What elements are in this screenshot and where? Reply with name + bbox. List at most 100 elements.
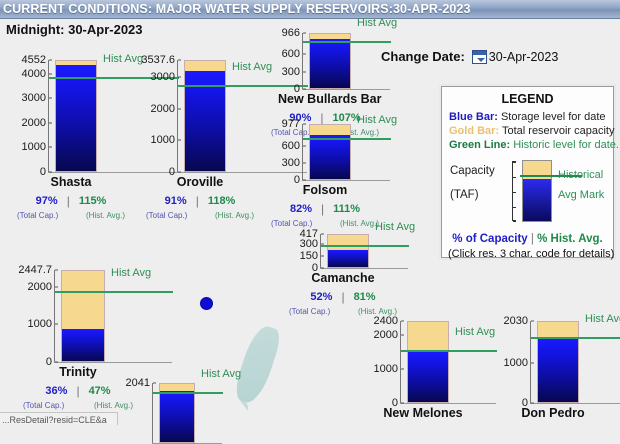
- legend-green-key: Green Line:: [449, 139, 511, 151]
- y-tick-label: 2041: [125, 377, 150, 389]
- legend-mark-label-1: Historical: [558, 169, 604, 181]
- reservoir-chart-new-bullards-bar: 0 300 600 966 Hist Avg New Bullards Bar 90% | 10…: [271, 17, 397, 137]
- y-tick-label: 0: [293, 83, 300, 95]
- storage-bar[interactable]: [408, 351, 448, 402]
- y-tick-label: 150: [299, 249, 318, 262]
- y-tick-label: 0: [168, 166, 175, 178]
- y-tick-mark: [49, 122, 52, 124]
- map-location-marker[interactable]: [200, 297, 213, 310]
- change-date-value[interactable]: 30-Apr-2023: [488, 49, 559, 64]
- x-axis-line: [302, 89, 390, 90]
- y-tick-mark: [321, 243, 324, 245]
- y-tick-label: 0: [391, 397, 398, 409]
- y-tick-mark: [303, 179, 306, 181]
- percentage-row: 90% | 107%: [271, 111, 379, 125]
- y-tick-label: 1000: [150, 134, 175, 147]
- reservoir-name[interactable]: New Bullards Bar: [278, 92, 382, 106]
- y-tick-label: 2000: [21, 116, 46, 129]
- capacity-bar[interactable]: [61, 270, 105, 362]
- storage-bar[interactable]: [62, 328, 104, 361]
- x-axis-line: [54, 362, 172, 363]
- reservoir-chart-folsom: 0 300 600 977 Hist Avg Folsom 82% | 111% (Total C…: [271, 114, 397, 228]
- y-tick-label: 0: [39, 166, 46, 178]
- pct-of-hist-avg: 81%: [353, 291, 376, 303]
- y-tick-label: 600: [281, 139, 300, 152]
- plot-area: 0 1000 2000 3000 3537.6 Hist Avg: [141, 54, 308, 178]
- y-axis-line: [48, 60, 49, 172]
- y-tick-mark: [321, 255, 324, 257]
- reservoir-name[interactable]: Shasta: [50, 175, 92, 189]
- y-tick-mark: [303, 53, 306, 55]
- y-axis: 0 1000 2000 2447.7: [9, 264, 58, 368]
- plot-area: 2041 Hist Avg: [126, 368, 241, 444]
- legend-foot-capacity: % of Capacity: [452, 233, 528, 245]
- reservoir-name[interactable]: Folsom: [302, 183, 348, 197]
- plot-area: 0 150 300 417 Hist Avg: [300, 221, 416, 274]
- storage-bar[interactable]: [328, 250, 368, 267]
- historic-average-label: Hist Avg: [375, 221, 416, 234]
- y-tick-mark: [401, 368, 404, 370]
- y-tick-mark: [321, 233, 324, 235]
- legend-green-text: Historic level for date.: [513, 139, 619, 151]
- storage-bar[interactable]: [160, 390, 194, 442]
- capacity-bar[interactable]: [407, 321, 449, 403]
- legend-scale-bracket: [512, 161, 516, 222]
- legend-mark-label-2: Avg Mark: [558, 189, 605, 201]
- percentage-row: 36% | 47%: [23, 384, 133, 398]
- historic-average-line: [303, 137, 391, 140]
- capacity-bar[interactable]: [309, 124, 351, 180]
- storage-bar[interactable]: [185, 70, 225, 171]
- pct-of-hist-avg: 107%: [332, 112, 361, 124]
- y-axis: 0 300 600 977: [257, 118, 306, 186]
- y-tick-label: 1000: [27, 318, 52, 331]
- y-axis-line: [177, 60, 178, 172]
- y-tick-label: 2447.7: [18, 264, 52, 276]
- capacity-bar[interactable]: [537, 321, 579, 403]
- y-tick-label: 2000: [27, 280, 52, 293]
- historic-average-label: Hist Avg: [455, 326, 496, 339]
- storage-bar[interactable]: [310, 134, 350, 179]
- x-axis-line: [400, 403, 496, 404]
- legend-gold-key: Gold Bar:: [449, 125, 500, 137]
- reservoir-name[interactable]: Camanche: [311, 271, 375, 285]
- calendar-icon[interactable]: [471, 49, 487, 64]
- hist-avg-sublabel: (Hist. Avg.): [86, 211, 125, 220]
- hist-avg-sublabel: (Hist. Avg.): [215, 211, 254, 220]
- reservoir-name[interactable]: New Melones: [383, 406, 463, 420]
- pct-of-capacity: 90%: [289, 112, 312, 124]
- reservoir-name[interactable]: Oroville: [176, 175, 224, 189]
- storage-bar[interactable]: [538, 338, 578, 402]
- change-date-label: Change Date:: [381, 49, 465, 64]
- hist-avg-sublabel: (Hist. Avg.): [340, 128, 379, 137]
- storage-bar[interactable]: [56, 64, 96, 171]
- legend-green-line-row: Green Line: Historic level for date.: [449, 139, 619, 151]
- y-tick-mark: [55, 269, 58, 271]
- y-axis: 0 1000 2000 3000 4000 4552: [3, 54, 52, 178]
- reservoir-name[interactable]: Trinity: [59, 365, 97, 379]
- legend-sample-bar: [522, 160, 552, 222]
- capacity-bar[interactable]: [327, 234, 369, 268]
- pct-separator: |: [76, 384, 80, 398]
- timestamp-subtitle: Midnight: 30-Apr-2023: [6, 22, 143, 37]
- y-tick-mark: [303, 145, 306, 147]
- y-tick-mark: [178, 139, 181, 141]
- change-date-control[interactable]: Change Date: 30-Apr-2023: [381, 49, 558, 64]
- y-tick-mark: [55, 323, 58, 325]
- pct-separator: |: [341, 290, 345, 304]
- x-axis-line: [530, 403, 620, 404]
- reservoir-name[interactable]: Don Pedro: [521, 406, 585, 420]
- pct-separator: |: [320, 111, 324, 125]
- storage-bar[interactable]: [310, 39, 350, 88]
- legend-title: LEGEND: [501, 92, 554, 106]
- y-tick-label: 0: [45, 356, 52, 368]
- hist-avg-sublabel: (Hist. Avg.): [358, 307, 397, 316]
- y-tick-label: 2000: [373, 328, 398, 341]
- total-cap-sublabel: (Total Cap.): [271, 128, 313, 137]
- historic-average-label: Hist Avg: [103, 52, 144, 65]
- capacity-bar[interactable]: [184, 60, 226, 172]
- x-axis-line: [302, 180, 390, 181]
- y-axis-line: [152, 383, 153, 443]
- reservoir-chart-new-melones: 0 1000 2000 2400 Hist Avg New Melones: [374, 315, 497, 420]
- legend-diagram: Capacity (TAF) Historical Avg Mark: [448, 157, 607, 227]
- plot-area: 0 1000 2000 2447.7 Hist Avg: [18, 264, 173, 368]
